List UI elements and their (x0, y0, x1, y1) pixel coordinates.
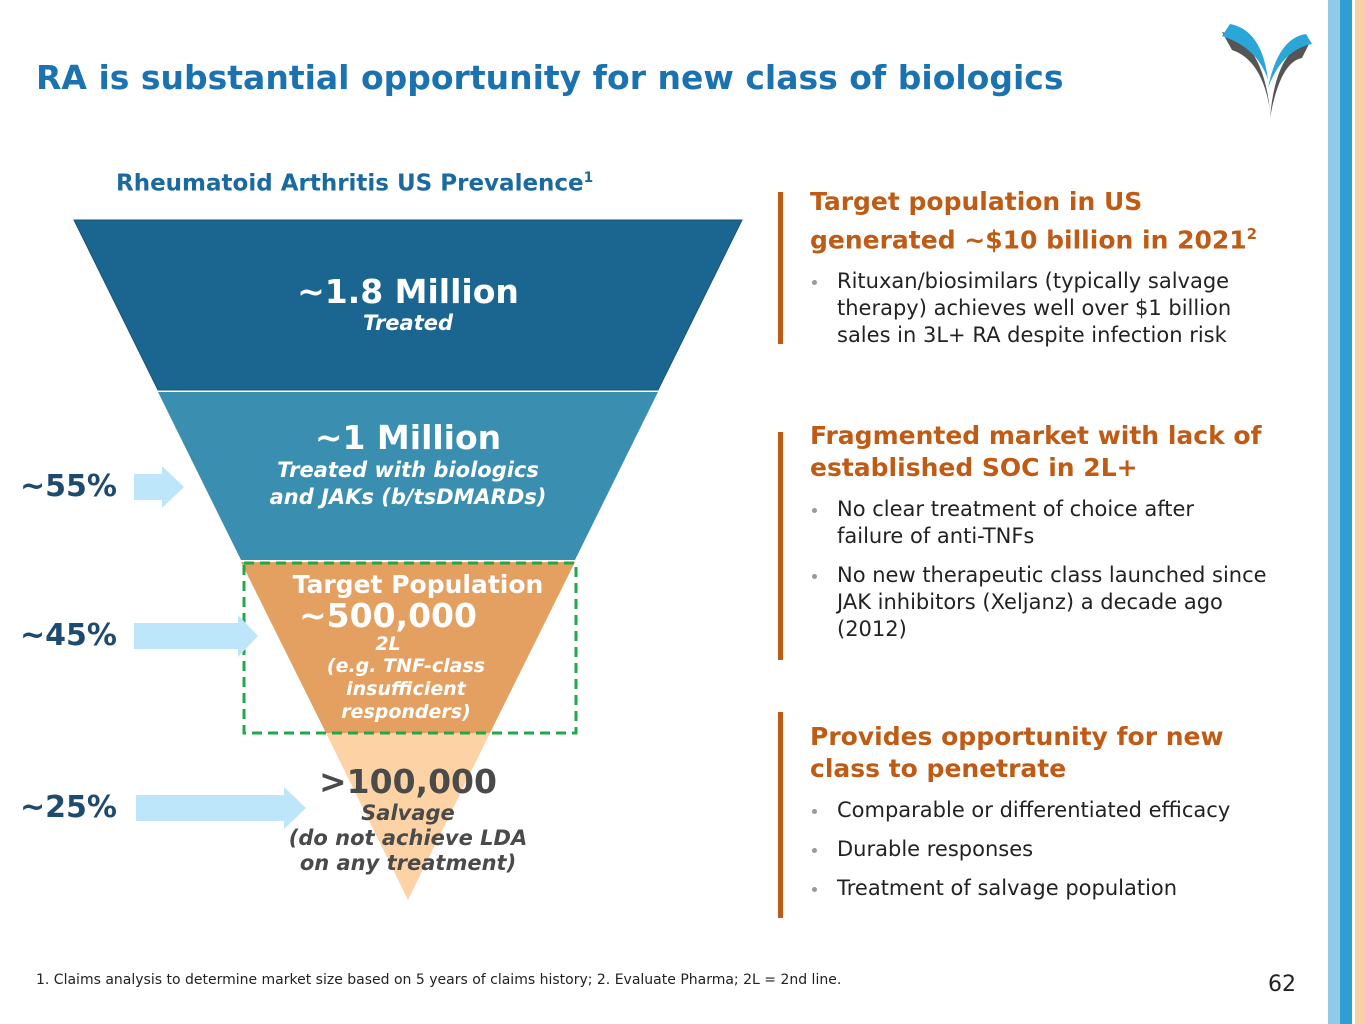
section-bar (778, 432, 783, 660)
bullet: Comparable or differentiated efficacy (837, 798, 1231, 822)
section-bar (778, 712, 783, 918)
footnote-ref: 2 (1246, 225, 1258, 243)
section-heading: Provides opportunity for new class to pe… (810, 722, 1224, 783)
slide-title: RA is substantial opportunity for new cl… (36, 58, 1064, 97)
footnote: 1. Claims analysis to determine market s… (36, 972, 842, 988)
footnote-ref: 1 (583, 170, 594, 186)
funnel-level (241, 562, 575, 733)
arrow (134, 466, 184, 508)
level-detail: (do not achieve LDA on any treatment) (288, 826, 528, 875)
level-value: >100,000 (319, 762, 497, 801)
bullet: No new therapeutic class launched since … (837, 563, 1267, 641)
stripe (1328, 0, 1340, 1024)
level-label: Salvage (361, 801, 455, 825)
section: Provides opportunity for new class to pe… (810, 721, 1300, 914)
level: ~1.8 Million Treated (208, 272, 608, 335)
bullet: No clear treatment of choice after failu… (837, 497, 1195, 548)
logo (1222, 24, 1312, 118)
section-heading: Fragmented market with lack of establish… (810, 421, 1262, 482)
funnel-level (73, 219, 743, 391)
level: Target Population ~500,000 2L (e.g. TNF-… (278, 570, 558, 724)
funnel-title-text: Rheumatoid Arthritis US Prevalence (116, 170, 584, 197)
level-label: Treated (362, 311, 454, 335)
level-label: Treated with biologics and JAKs (b/tsDMA… (269, 458, 547, 509)
stripe (1340, 0, 1352, 1024)
funnel-level (326, 733, 490, 900)
page-number: 62 (1268, 972, 1296, 997)
level-value: ~1 Million (314, 418, 502, 457)
level-value: ~500,000 (299, 596, 477, 635)
arrow (136, 787, 306, 829)
bullet: Rituxan/biosimilars (typically salvage t… (837, 269, 1232, 348)
level-value: ~1.8 Million (297, 272, 519, 311)
funnel-title: Rheumatoid Arthritis US Prevalence1 (116, 170, 593, 197)
level: >100,000 Salvage (do not achieve LDA on a… (258, 762, 558, 876)
level-detail: (e.g. TNF-class insufficient responders) (326, 655, 486, 723)
section: Target population in US generated ~$10 b… (810, 186, 1300, 361)
arrow (134, 615, 258, 657)
level-heading: Target Population (292, 570, 544, 599)
section-heading: Target population in US generated ~$10 b… (810, 187, 1247, 255)
share-label: ~45% (20, 618, 117, 653)
section-bar (778, 192, 783, 344)
bullet: Durable responses (837, 837, 1034, 861)
stripe (1355, 0, 1365, 1024)
share-label: ~55% (20, 469, 117, 504)
level: ~1 Million Treated with biologics and JA… (268, 418, 548, 511)
level-label: 2L (375, 633, 401, 655)
section: Fragmented market with lack of establish… (810, 420, 1300, 655)
share-label: ~25% (20, 790, 117, 825)
bullet: Treatment of salvage population (837, 876, 1178, 900)
funnel-level (158, 392, 658, 560)
